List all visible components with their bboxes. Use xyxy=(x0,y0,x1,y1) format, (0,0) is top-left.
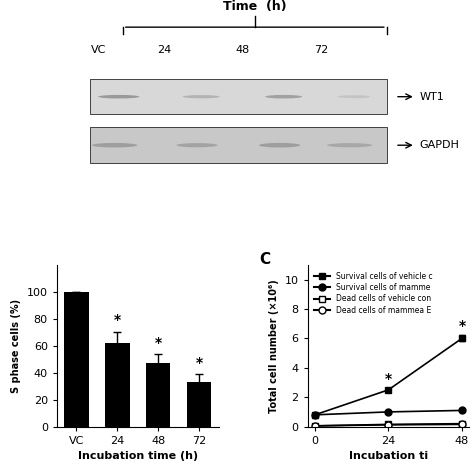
Y-axis label: Total cell number (×10⁶): Total cell number (×10⁶) xyxy=(269,279,279,412)
Bar xyxy=(90,79,387,115)
Text: 24: 24 xyxy=(157,45,171,55)
Text: *: * xyxy=(195,356,202,370)
X-axis label: Incubation time (h): Incubation time (h) xyxy=(78,451,198,461)
Legend: Survival cells of vehicle c, Survival cells of mamme, Dead cells of vehicle con,: Survival cells of vehicle c, Survival ce… xyxy=(311,269,436,318)
Text: *: * xyxy=(155,336,162,350)
Ellipse shape xyxy=(327,143,373,147)
Text: 72: 72 xyxy=(314,45,328,55)
Bar xyxy=(90,128,387,163)
Ellipse shape xyxy=(259,143,300,147)
Ellipse shape xyxy=(337,95,370,98)
Ellipse shape xyxy=(182,95,220,98)
X-axis label: Incubation ti: Incubation ti xyxy=(349,451,428,461)
Ellipse shape xyxy=(98,95,139,99)
Ellipse shape xyxy=(265,95,302,99)
Bar xyxy=(146,363,171,427)
Text: VC: VC xyxy=(91,45,106,55)
Text: C: C xyxy=(259,252,270,267)
Y-axis label: S phase cells (%): S phase cells (%) xyxy=(11,299,21,393)
Text: *: * xyxy=(114,313,121,327)
Bar xyxy=(64,292,89,427)
Text: GAPDH: GAPDH xyxy=(420,140,460,150)
Bar xyxy=(105,343,129,427)
Text: WT1: WT1 xyxy=(420,91,445,102)
Text: *: * xyxy=(385,372,392,386)
Ellipse shape xyxy=(176,143,218,147)
Bar xyxy=(187,382,211,427)
Text: Time  (h): Time (h) xyxy=(223,0,287,13)
Text: *: * xyxy=(458,319,465,333)
Ellipse shape xyxy=(92,143,137,147)
Text: 48: 48 xyxy=(235,45,250,55)
